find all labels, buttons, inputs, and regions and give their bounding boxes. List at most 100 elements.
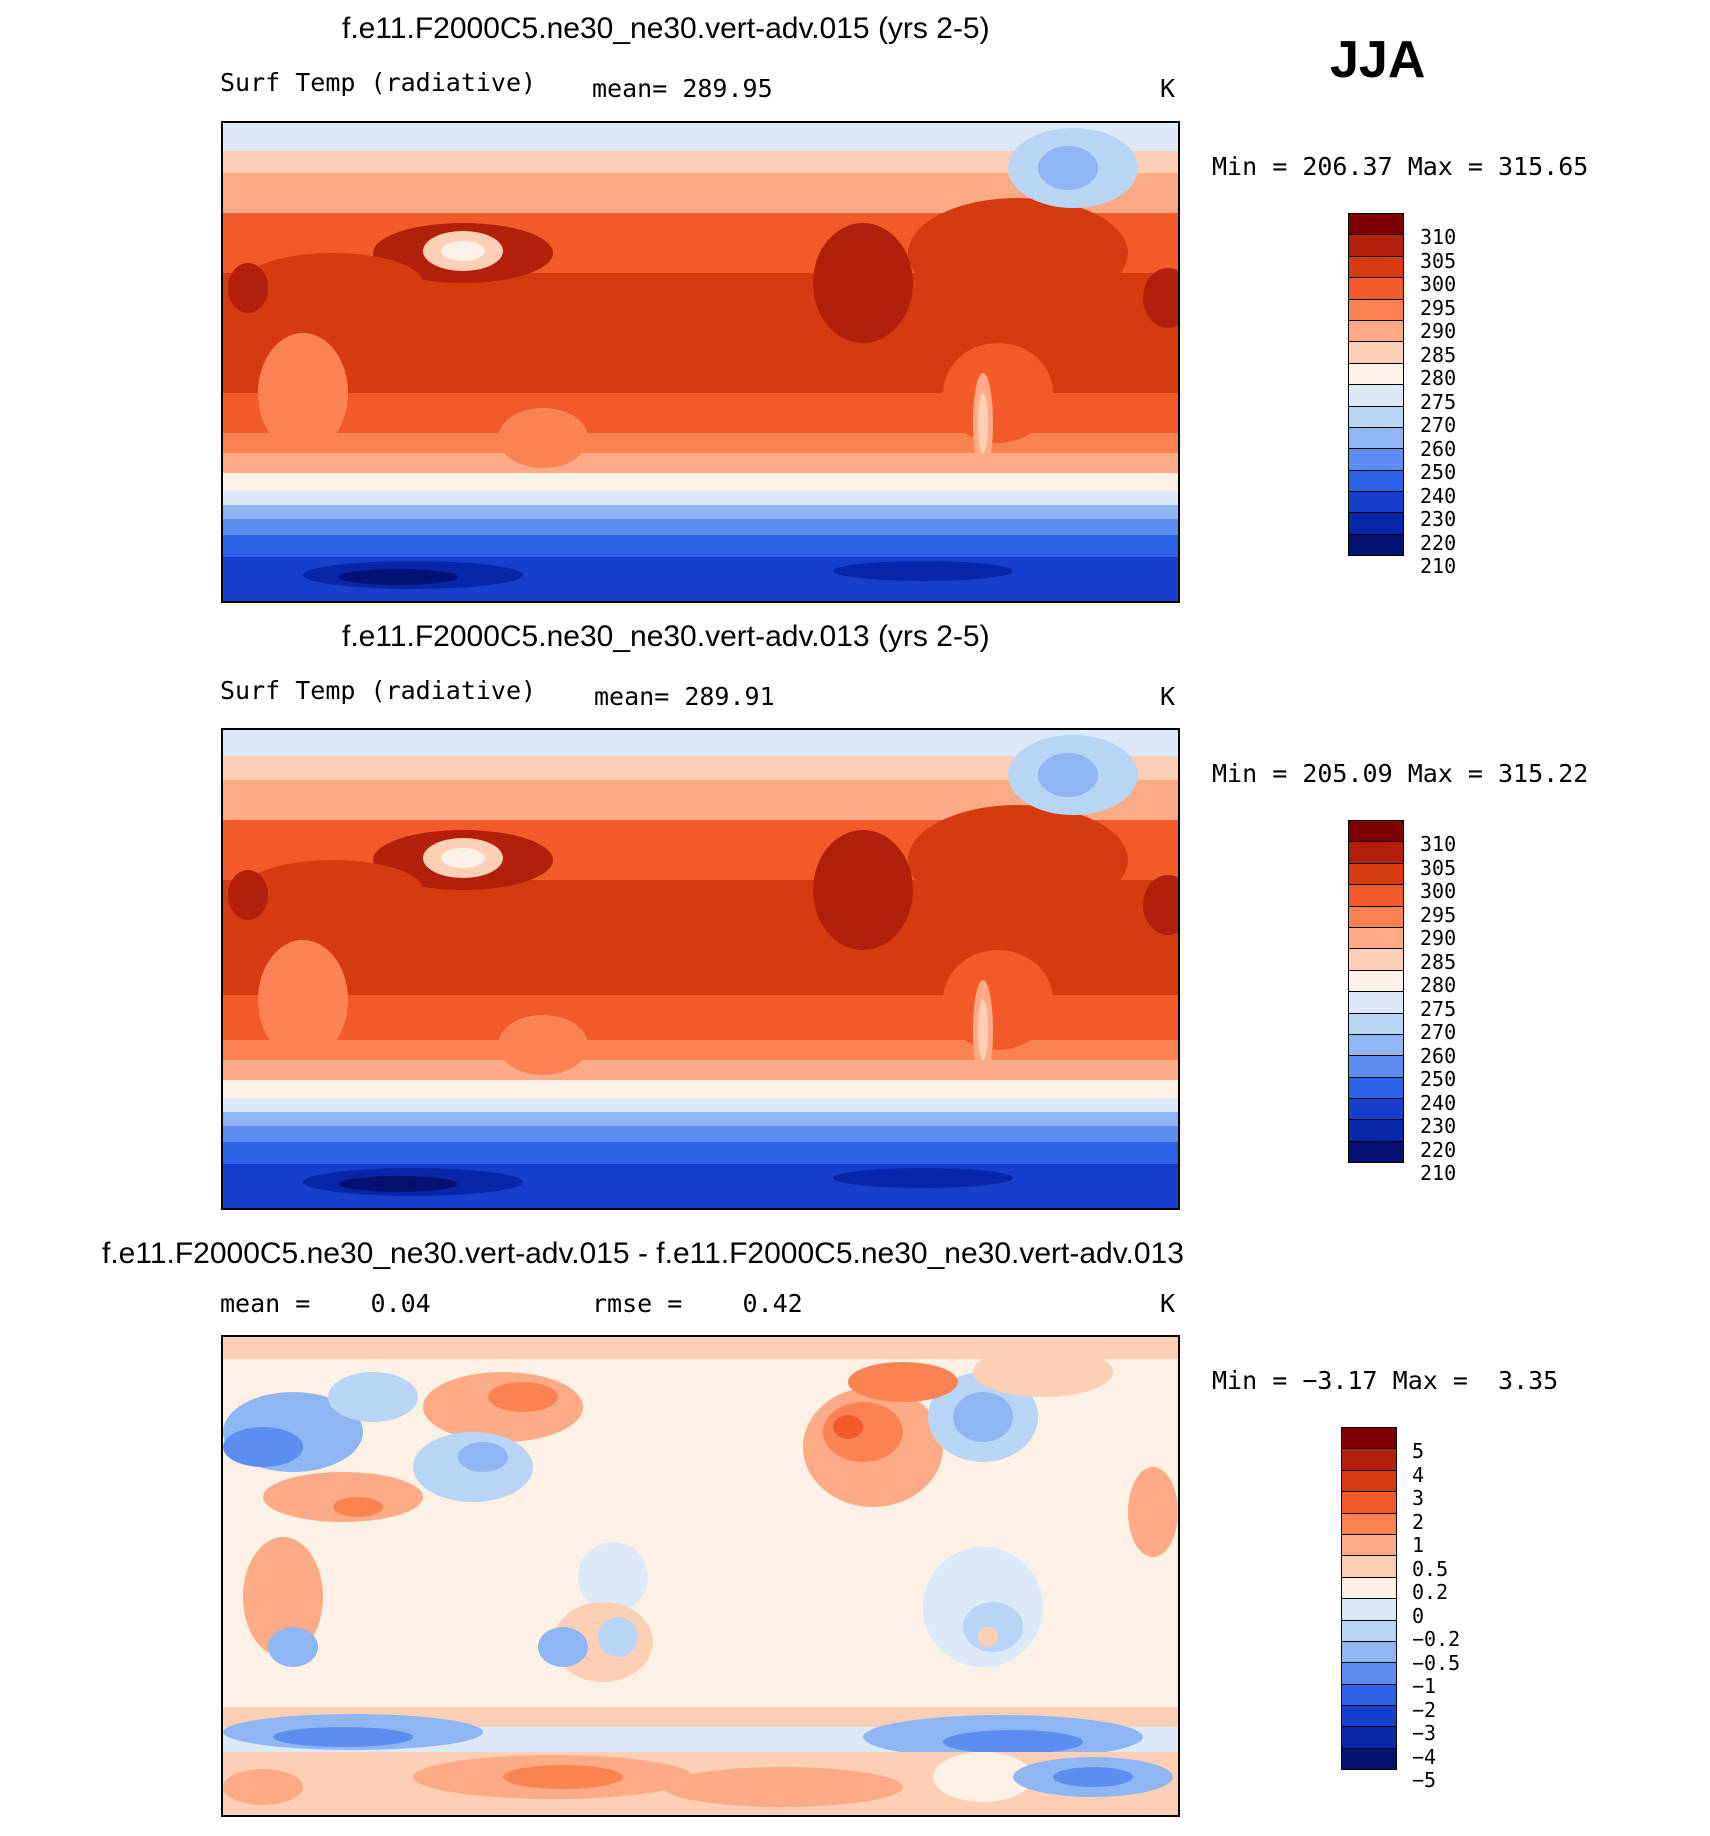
panel-1-mean: mean= 289.95 — [592, 74, 773, 103]
colorbar-tick-label: 5 — [1412, 1439, 1425, 1463]
panel-3-minmax: Min = −3.17 Max = 3.35 — [1212, 1366, 1559, 1395]
colorbar-tick-label: 4 — [1412, 1462, 1425, 1487]
colorbar-swatch — [1348, 298, 1404, 321]
colorbar-swatch — [1348, 341, 1404, 364]
colorbar-tick-label: 285 — [1420, 342, 1457, 367]
panel-3-min-label: Min — [1212, 1366, 1258, 1395]
colorbar-swatch — [1348, 405, 1404, 428]
panel-2-min-label: Min — [1212, 759, 1258, 788]
panel-1-map — [221, 121, 1180, 603]
panel-3-colorbar — [1341, 1427, 1397, 1771]
colorbar-tick-label: 0.2 — [1412, 1580, 1449, 1604]
colorbar-tick-label: 300 — [1420, 272, 1457, 296]
colorbar-tick-label: 230 — [1420, 507, 1457, 531]
colorbar-tick-label: −2 — [1412, 1697, 1437, 1722]
panel-2-mean-value: 289.91 — [684, 682, 775, 711]
colorbar-swatch — [1341, 1726, 1397, 1749]
colorbar-swatch — [1341, 1533, 1397, 1557]
colorbar-swatch — [1341, 1469, 1397, 1493]
colorbar-tick-label: −1 — [1412, 1674, 1437, 1698]
panel-1-colorbar-labels: 310 305 300 295 290 285 280 275 270 260 250 240 230 2… — [1420, 225, 1457, 579]
panel-2-colorbar-labels: 310 305 300 295 290 285 280 275 270 260 250 240 230 2… — [1420, 832, 1457, 1186]
panel-2-mean-label: mean= — [594, 682, 670, 711]
colorbar-swatch — [1348, 820, 1404, 843]
colorbar-tick-label: 220 — [1420, 1137, 1457, 1162]
panel-3-units: K — [1160, 1289, 1176, 1318]
colorbar-tick-label: 260 — [1420, 436, 1457, 461]
panel-2-field — [223, 730, 1178, 1208]
colorbar-swatch — [1348, 969, 1404, 993]
panel-3-field — [223, 1337, 1178, 1815]
panel-3-max-value: 3.35 — [1498, 1366, 1559, 1395]
panel-2-mean: mean= 289.91 — [594, 682, 775, 711]
panel-1-mean-value: 289.95 — [682, 74, 773, 103]
panel-2-max-value: 315.22 — [1498, 759, 1589, 788]
panel-2-variable: Surf Temp (radiative) — [220, 676, 537, 705]
colorbar-tick-label: 290 — [1420, 926, 1457, 950]
panel-1-min-label: Min — [1212, 152, 1258, 181]
panel-3-mean: mean = 0.04 — [220, 1289, 431, 1318]
panel-3-mean-value: 0.04 — [370, 1289, 431, 1318]
colorbar-tick-label: 295 — [1420, 902, 1457, 927]
colorbar-tick-label: 310 — [1420, 832, 1457, 856]
colorbar-tick-label: 250 — [1420, 460, 1457, 484]
panel-3-min-value: −3.17 — [1302, 1366, 1378, 1395]
panel-1-title: f.e11.F2000C5.ne30_ne30.vert-adv.015 (yr… — [342, 12, 990, 45]
colorbar-tick-label: 250 — [1420, 1067, 1457, 1091]
colorbar-swatch — [1348, 213, 1404, 236]
colorbar-tick-label: −5 — [1412, 1768, 1437, 1792]
panel-3-rmse: rmse = 0.42 — [592, 1289, 803, 1318]
panel-1-units: K — [1160, 74, 1176, 103]
panel-3-map — [221, 1335, 1180, 1817]
colorbar-swatch — [1348, 491, 1404, 514]
colorbar-swatch — [1348, 533, 1404, 557]
colorbar-swatch — [1341, 1705, 1397, 1728]
colorbar-swatch — [1341, 1619, 1397, 1642]
colorbar-tick-label: 270 — [1420, 413, 1457, 437]
panel-2-min-value: 205.09 — [1302, 759, 1393, 788]
colorbar-tick-label: 295 — [1420, 295, 1457, 320]
panel-2-title: f.e11.F2000C5.ne30_ne30.vert-adv.013 (yr… — [342, 620, 990, 653]
colorbar-swatch — [1348, 1098, 1404, 1121]
panel-3-colorbar-labels: 5 4 3 2 1 0.5 0.2 0 −0.2 −0.5 −1 −2 −3 −4 −5 — [1412, 1439, 1461, 1793]
panel-1-mean-label: mean= — [592, 74, 668, 103]
colorbar-swatch — [1348, 1140, 1404, 1164]
colorbar-tick-label: 240 — [1420, 1090, 1457, 1115]
colorbar-swatch — [1348, 991, 1404, 1014]
colorbar-tick-label: 275 — [1420, 389, 1457, 414]
panel-1-max-value: 315.65 — [1498, 152, 1589, 181]
colorbar-tick-label: 260 — [1420, 1043, 1457, 1068]
colorbar-swatch — [1348, 926, 1404, 950]
colorbar-tick-label: 230 — [1420, 1114, 1457, 1138]
colorbar-swatch — [1348, 448, 1404, 471]
panel-1-max-label: Max — [1407, 152, 1453, 181]
colorbar-swatch — [1348, 512, 1404, 535]
colorbar-tick-label: 310 — [1420, 225, 1457, 249]
colorbar-swatch — [1341, 1427, 1397, 1450]
panel-3-title: f.e11.F2000C5.ne30_ne30.vert-adv.015 - f… — [102, 1237, 1184, 1270]
colorbar-swatch — [1348, 469, 1404, 493]
colorbar-tick-label: 240 — [1420, 483, 1457, 508]
colorbar-swatch — [1341, 1640, 1397, 1664]
panel-2-max-label: Max — [1407, 759, 1453, 788]
panel-1-field — [223, 123, 1178, 601]
colorbar-swatch — [1348, 884, 1404, 907]
colorbar-swatch — [1348, 362, 1404, 386]
colorbar-tick-label: 280 — [1420, 973, 1457, 997]
colorbar-tick-label: 210 — [1420, 554, 1457, 578]
colorbar-swatch — [1348, 277, 1404, 300]
colorbar-tick-label: 3 — [1412, 1486, 1425, 1510]
colorbar-swatch — [1348, 255, 1404, 279]
colorbar-swatch — [1348, 384, 1404, 407]
colorbar-tick-label: 210 — [1420, 1161, 1457, 1185]
colorbar-tick-label: −0.5 — [1412, 1650, 1461, 1675]
colorbar-tick-label: 2 — [1412, 1509, 1425, 1534]
colorbar-swatch — [1341, 1555, 1397, 1578]
colorbar-swatch — [1341, 1512, 1397, 1535]
colorbar-tick-label: −0.2 — [1412, 1627, 1461, 1651]
panel-1-colorbar — [1348, 213, 1404, 557]
colorbar-swatch — [1348, 905, 1404, 928]
colorbar-tick-label: 305 — [1420, 855, 1457, 880]
colorbar-swatch — [1348, 862, 1404, 886]
panel-2-minmax: Min = 205.09 Max = 315.22 — [1212, 759, 1589, 788]
